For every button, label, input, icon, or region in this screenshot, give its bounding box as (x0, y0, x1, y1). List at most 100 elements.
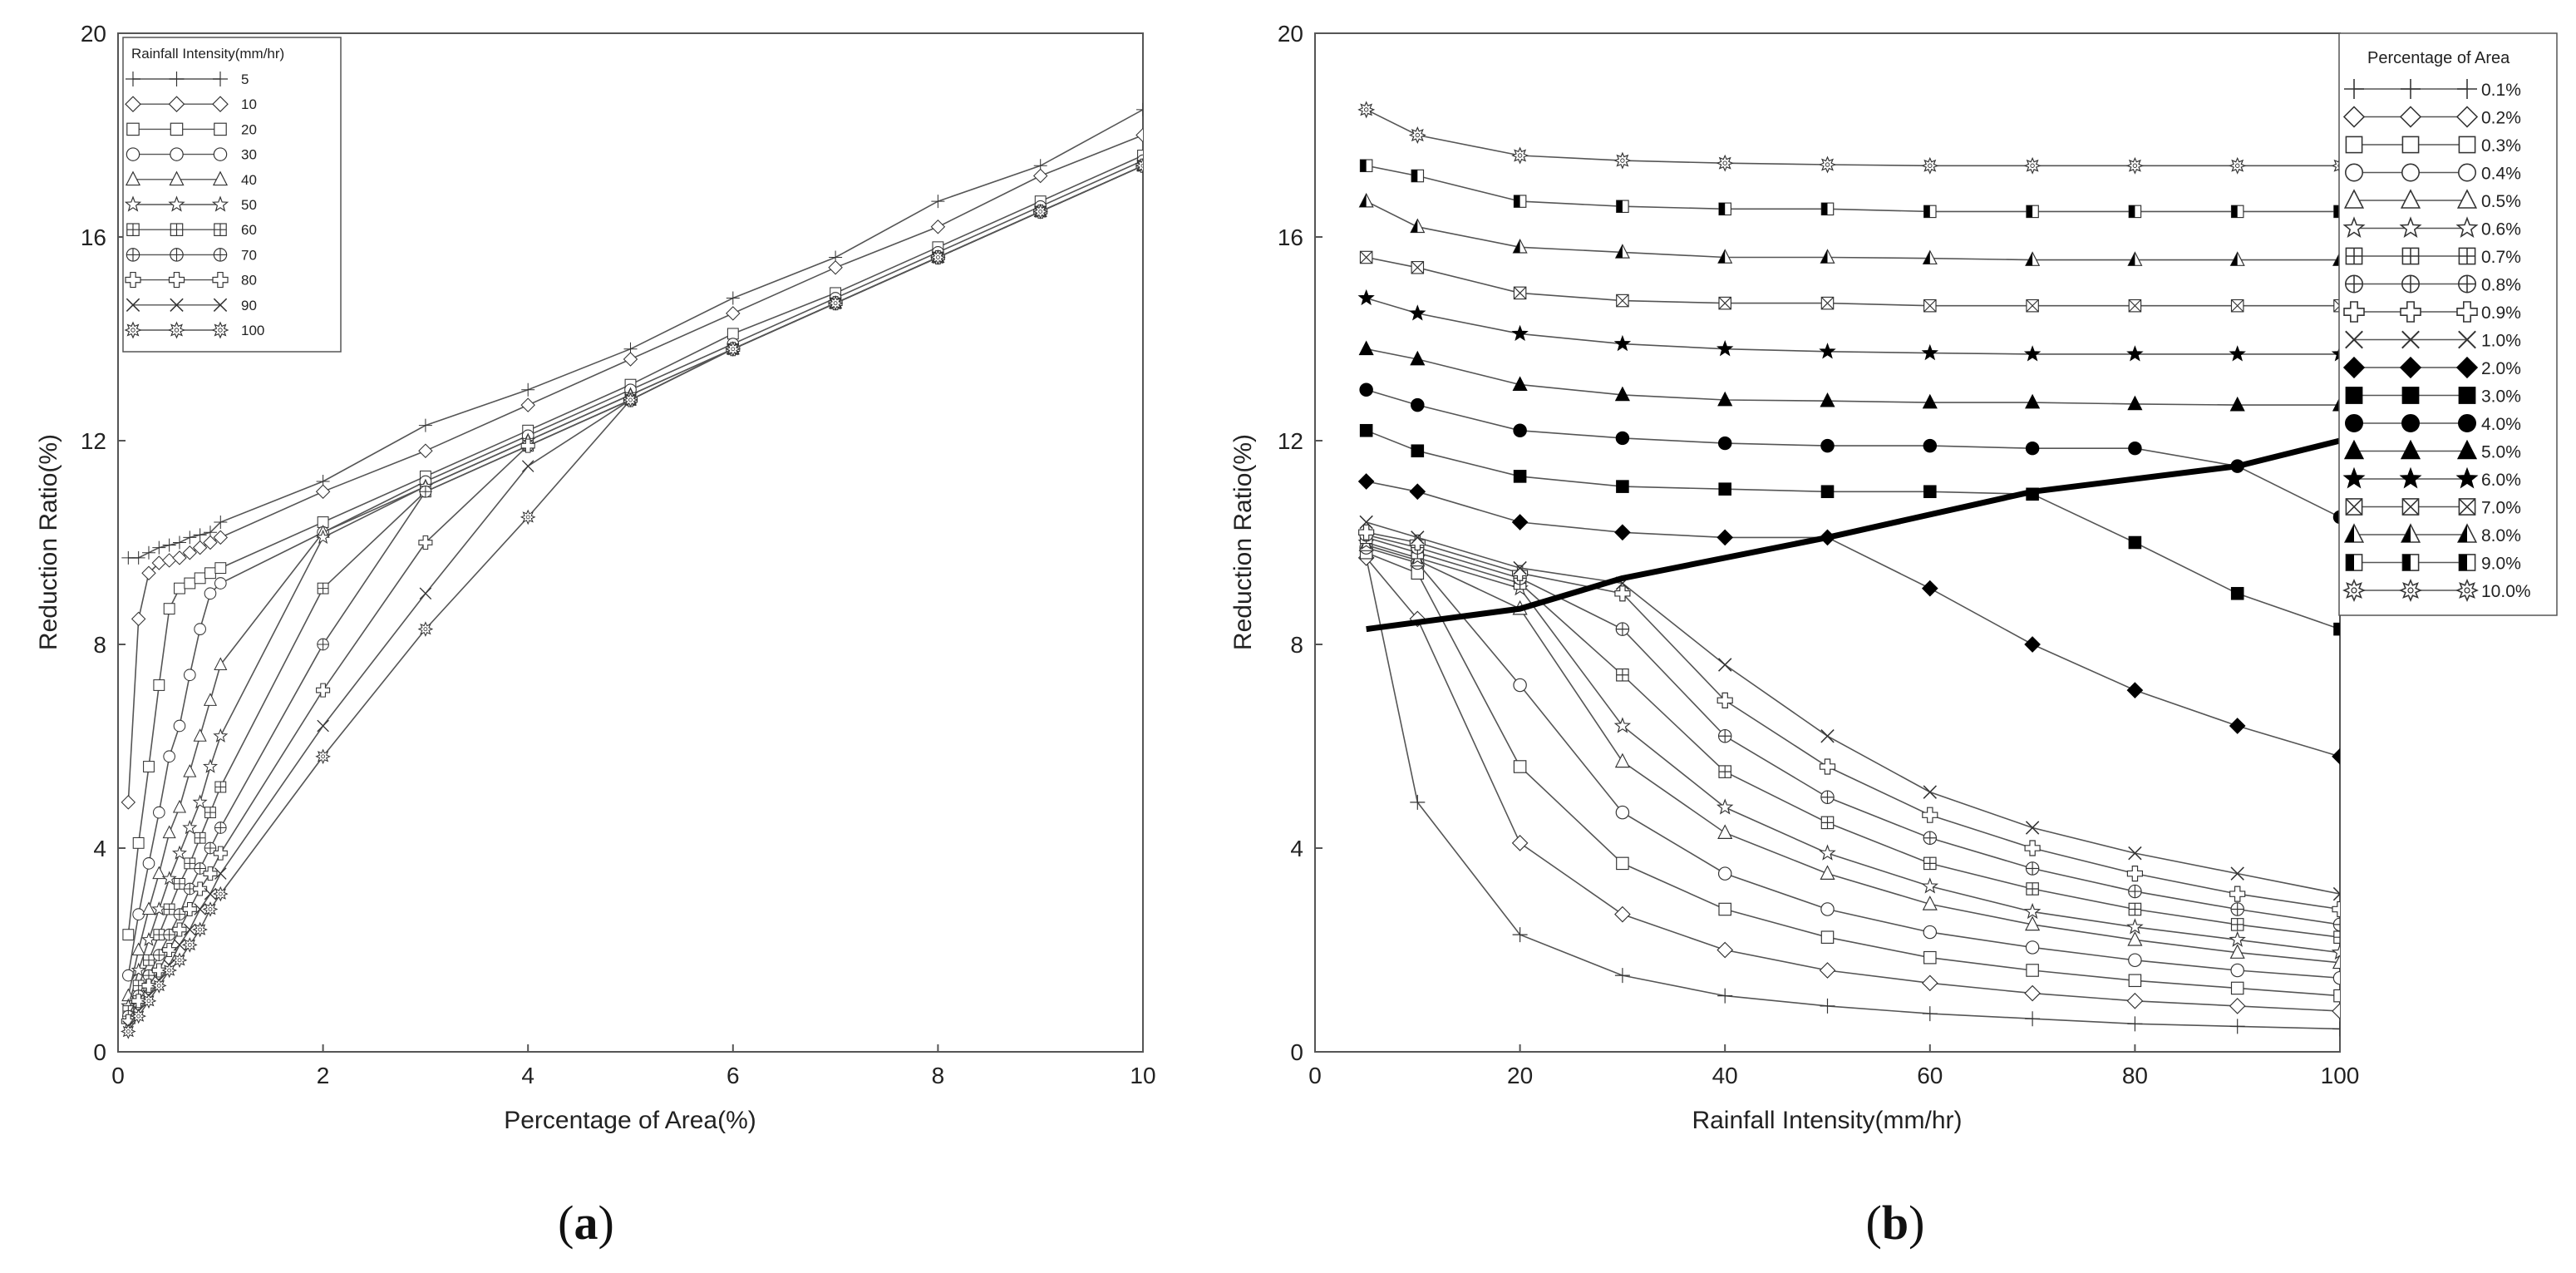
legend-marker (2342, 356, 2366, 379)
data-point (121, 795, 136, 810)
data-point (521, 382, 535, 397)
panel-label-a: (a) (558, 1196, 614, 1250)
data-point (1411, 169, 1425, 183)
data-point (727, 328, 739, 340)
legend-marker (2457, 79, 2477, 99)
legend-entry: 0.2% (2342, 106, 2521, 128)
data-point (1513, 678, 1527, 693)
data-point (1032, 204, 1049, 220)
data-point (315, 484, 331, 499)
legend-title-b: Percentage of Area (2367, 49, 2510, 67)
data-point (203, 535, 218, 550)
data-point (1615, 805, 1630, 820)
data-point (1819, 758, 1836, 775)
data-point (202, 901, 219, 917)
data-point (1718, 902, 1731, 916)
legend-entry: 90 (126, 298, 257, 313)
data-point (184, 577, 196, 590)
data-point (1820, 998, 1835, 1014)
data-point (151, 901, 167, 916)
data-point (1921, 156, 1939, 175)
legend-label: 30 (241, 147, 257, 163)
series-b-9-0pct (1359, 159, 2340, 219)
data-point (2332, 917, 2340, 932)
legend-a: Rainfall Intensity(mm/hr) 5 10 20 30 40 50 60 7… (122, 37, 342, 353)
data-point (2332, 954, 2340, 970)
legend-marker (2458, 498, 2476, 516)
data-point (1358, 524, 1375, 540)
legend-b: Percentage of Area 0.1% 0.2% 0.3% 0.4% 0.5% 0… (2338, 32, 2558, 616)
legend-frame-b (2338, 32, 2558, 616)
data-point (1717, 866, 1732, 881)
legend-marker (125, 170, 141, 186)
y-tick-label: 8 (93, 632, 106, 658)
legend-marker (2343, 523, 2365, 543)
chart-panel-b: 0 20 40 60 80 100 0 4 8 12 16 20 Rainfall Intensity… (1229, 21, 2558, 1250)
panel-label-b-letter: b (1882, 1196, 1909, 1250)
legend-marker (214, 122, 227, 136)
legend-label: 8.0% (2481, 526, 2521, 545)
data-point (214, 516, 228, 529)
data-point (214, 867, 227, 880)
data-point (141, 545, 155, 560)
data-point (419, 485, 432, 498)
panel-label-b-close: ) (1909, 1196, 1924, 1250)
legend-marker (126, 248, 140, 262)
data-point (1717, 391, 1733, 407)
data-point (2229, 251, 2245, 266)
data-point (214, 657, 228, 671)
legend-marker (2456, 189, 2478, 209)
legend-label: 6.0% (2481, 471, 2521, 490)
data-point (1616, 480, 1629, 493)
data-point (1717, 436, 1732, 451)
data-point (161, 871, 177, 886)
data-point (623, 392, 638, 408)
data-point (141, 565, 156, 580)
data-point (182, 901, 197, 917)
data-point (317, 719, 329, 733)
data-point (2332, 748, 2340, 765)
legend-label: 0.9% (2481, 303, 2521, 323)
data-point (141, 901, 156, 915)
x-tick-label: 100 (2321, 1063, 2360, 1088)
legend-marker (2401, 274, 2420, 294)
data-point (2230, 205, 2244, 219)
data-point (1923, 299, 1937, 313)
data-point (204, 887, 217, 900)
legend-entry: 0.6% (2342, 216, 2521, 239)
data-point (1717, 729, 1732, 743)
legend-label: 5 (241, 72, 249, 87)
data-point (131, 962, 146, 977)
data-point (2332, 396, 2340, 412)
y-axis-label-a: Reduction Ratio(%) (35, 434, 62, 650)
data-point (1613, 151, 1632, 170)
data-point (2128, 846, 2142, 861)
data-point (194, 623, 206, 635)
data-point (1922, 807, 1938, 823)
data-point (1410, 218, 1426, 234)
legend-marker (211, 195, 229, 212)
data-point (213, 530, 229, 545)
data-point (1921, 580, 1938, 597)
data-point (2128, 902, 2142, 916)
legend-label: 0.4% (2481, 165, 2521, 184)
legend-entry: 40 (125, 170, 257, 188)
legend-marker (2458, 247, 2476, 265)
panel-label-a-letter: a (574, 1196, 598, 1250)
x-tick-label: 4 (521, 1063, 534, 1088)
panel-label-b: (b) (1866, 1196, 1925, 1250)
legend-label: 60 (241, 222, 257, 238)
series-b-0-8pct (1359, 528, 2340, 932)
data-point (1717, 988, 1733, 1004)
data-point (122, 969, 135, 982)
legend-entry: 10.0% (2342, 579, 2531, 602)
data-point (1820, 729, 1835, 743)
legend-label: 0.1% (2481, 81, 2521, 100)
legend-entry: 50 (124, 195, 257, 213)
data-point (2127, 251, 2143, 266)
data-point (1923, 831, 1938, 845)
data-point (131, 611, 146, 627)
data-point (141, 931, 156, 946)
data-point (162, 538, 176, 552)
